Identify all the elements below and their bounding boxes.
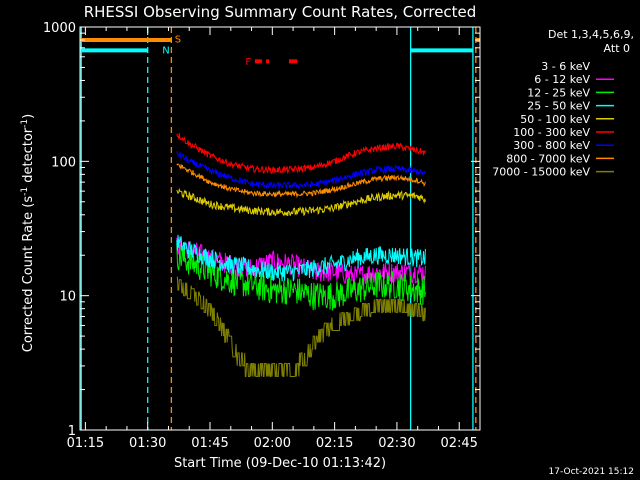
legend-item-label: 12 - 25 keV — [527, 86, 590, 99]
flag-label: S — [175, 35, 181, 46]
x-axis-label: Start Time (09-Dec-10 01:13:42) — [174, 456, 386, 471]
legend-item-label: 25 - 50 keV — [527, 100, 590, 113]
axes-layer — [79, 26, 481, 431]
plot-layer: SN F — [80, 27, 480, 430]
legend-item-label: 300 - 800 keV — [513, 139, 590, 152]
legend-item-label: 800 - 7000 keV — [506, 152, 590, 165]
legend-header: Det 1,3,4,5,6,9, — [548, 28, 634, 41]
x-tick-label: 02:00 — [254, 436, 291, 451]
tick-labels: 1 10 100 1000 01:15 01:30 01:45 02:00 02:15 02:30… — [43, 21, 478, 451]
data-series-line — [176, 276, 426, 377]
data-series-line — [176, 242, 426, 311]
x-tick-label: 02:15 — [316, 436, 353, 451]
y-tick-label: 1000 — [43, 21, 76, 36]
data-series-line — [176, 187, 426, 217]
y-axis-label: Corrected Count Rate (s-1 detector-1) — [20, 114, 36, 352]
y-tick-label: 100 — [51, 155, 76, 170]
legend-item-label: 50 - 100 keV — [520, 113, 590, 126]
y-tick-label: 1 — [68, 424, 76, 439]
data-series-line — [176, 234, 426, 282]
data-series-line — [176, 133, 426, 175]
legend-header: Att 0 — [604, 42, 630, 55]
legend-item-label: 100 - 300 keV — [513, 126, 590, 139]
y-axis-label-part: Corrected Count Rate (s — [21, 196, 36, 353]
chart-title: RHESSI Observing Summary Count Rates, Co… — [84, 3, 477, 21]
x-tick-label: 02:30 — [378, 436, 415, 451]
plot-frame — [79, 26, 481, 431]
x-tick-label: 01:45 — [191, 436, 228, 451]
flag-label: N — [162, 45, 169, 56]
y-axis-label-part: ) — [21, 114, 36, 119]
timestamp: 17-Oct-2021 15:12 — [549, 467, 634, 477]
legend-item-label: 6 - 12 keV — [534, 73, 590, 86]
y-axis-label-part: detector — [21, 127, 36, 187]
data-series-line — [176, 150, 426, 190]
y-tick-label: 10 — [59, 290, 76, 305]
y-axis-label-superscript: -1 — [20, 187, 30, 196]
x-tick-label: 01:15 — [67, 436, 104, 451]
x-tick-label: 02:45 — [440, 436, 477, 451]
data-series-line — [176, 183, 426, 279]
y-axis-label-superscript: -1 — [20, 119, 30, 128]
legend-item-label: 7000 - 15000 keV — [492, 166, 590, 179]
legend-item-label: 3 - 6 keV — [541, 60, 590, 73]
flag-label: F — [245, 57, 251, 68]
data-series-line — [176, 163, 426, 199]
x-tick-label: 01:30 — [129, 436, 166, 451]
